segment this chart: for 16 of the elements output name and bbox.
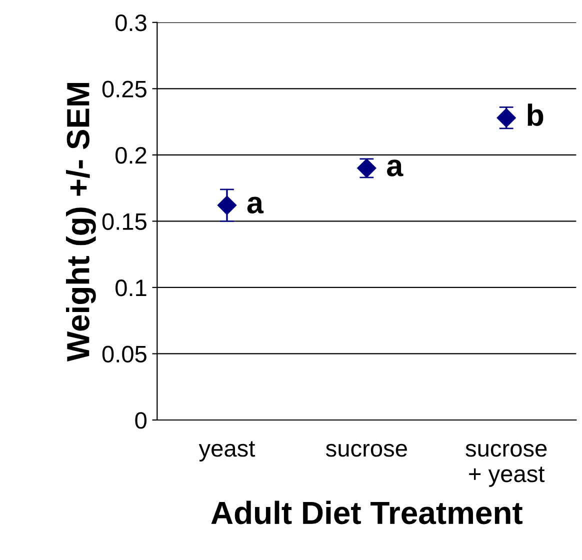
y-tick-label: 0.05 <box>102 346 146 363</box>
y-tick-label: 0.15 <box>102 213 146 230</box>
y-tick-label: 0.1 <box>116 280 146 296</box>
y-tick-label: 0.2 <box>116 147 146 164</box>
annotation: a <box>387 160 404 176</box>
annotation: a <box>247 196 264 214</box>
x-tick-label: sucrose <box>326 444 407 457</box>
x-tick-label: sucrose + yeast <box>466 444 547 487</box>
point <box>217 196 237 215</box>
annotation: b <box>528 104 544 126</box>
y-axis-title: Weight (g) +/- SEM <box>66 82 96 362</box>
x-axis-title: Adult Diet Treatment <box>211 500 522 524</box>
y-tick-label: 0.25 <box>102 80 146 98</box>
y-tick-label: 0 <box>135 412 146 429</box>
x-tick-label: yeast <box>198 441 256 462</box>
y-tick-label: 0.3 <box>116 14 146 32</box>
